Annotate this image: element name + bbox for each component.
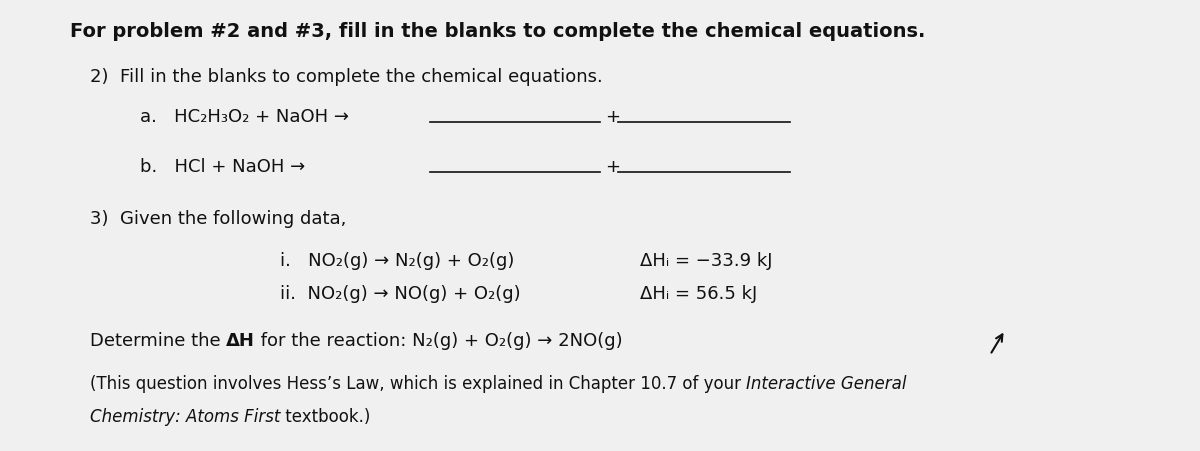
Text: 3)  Given the following data,: 3) Given the following data, [90, 210, 347, 228]
Text: For problem #2 and #3, fill in the blanks to complete the chemical equations.: For problem #2 and #3, fill in the blank… [70, 22, 925, 41]
Text: +: + [605, 108, 620, 126]
Text: b.   HCl + NaOH →: b. HCl + NaOH → [140, 158, 305, 176]
Text: ΔH: ΔH [227, 332, 256, 350]
Text: textbook.): textbook.) [281, 408, 371, 426]
Text: 2)  Fill in the blanks to complete the chemical equations.: 2) Fill in the blanks to complete the ch… [90, 68, 602, 86]
Text: for the reaction: N₂(g) + O₂(g) → 2NO(g): for the reaction: N₂(g) + O₂(g) → 2NO(g) [256, 332, 623, 350]
Text: ii.  NO₂(g) → NO(g) + O₂(g): ii. NO₂(g) → NO(g) + O₂(g) [280, 285, 521, 303]
Text: i.   NO₂(g) → N₂(g) + O₂(g): i. NO₂(g) → N₂(g) + O₂(g) [280, 252, 515, 270]
Text: ΔHᵢ = 56.5 kJ: ΔHᵢ = 56.5 kJ [640, 285, 757, 303]
Text: +: + [605, 158, 620, 176]
Text: (This question involves Hess’s Law, which is explained in Chapter 10.7 of your: (This question involves Hess’s Law, whic… [90, 375, 746, 393]
Text: Determine the: Determine the [90, 332, 227, 350]
Text: a.   HC₂H₃O₂ + NaOH →: a. HC₂H₃O₂ + NaOH → [140, 108, 349, 126]
Text: Interactive General: Interactive General [746, 375, 907, 393]
Text: ΔHᵢ = −33.9 kJ: ΔHᵢ = −33.9 kJ [640, 252, 773, 270]
Text: Chemistry: Atoms First: Chemistry: Atoms First [90, 408, 281, 426]
